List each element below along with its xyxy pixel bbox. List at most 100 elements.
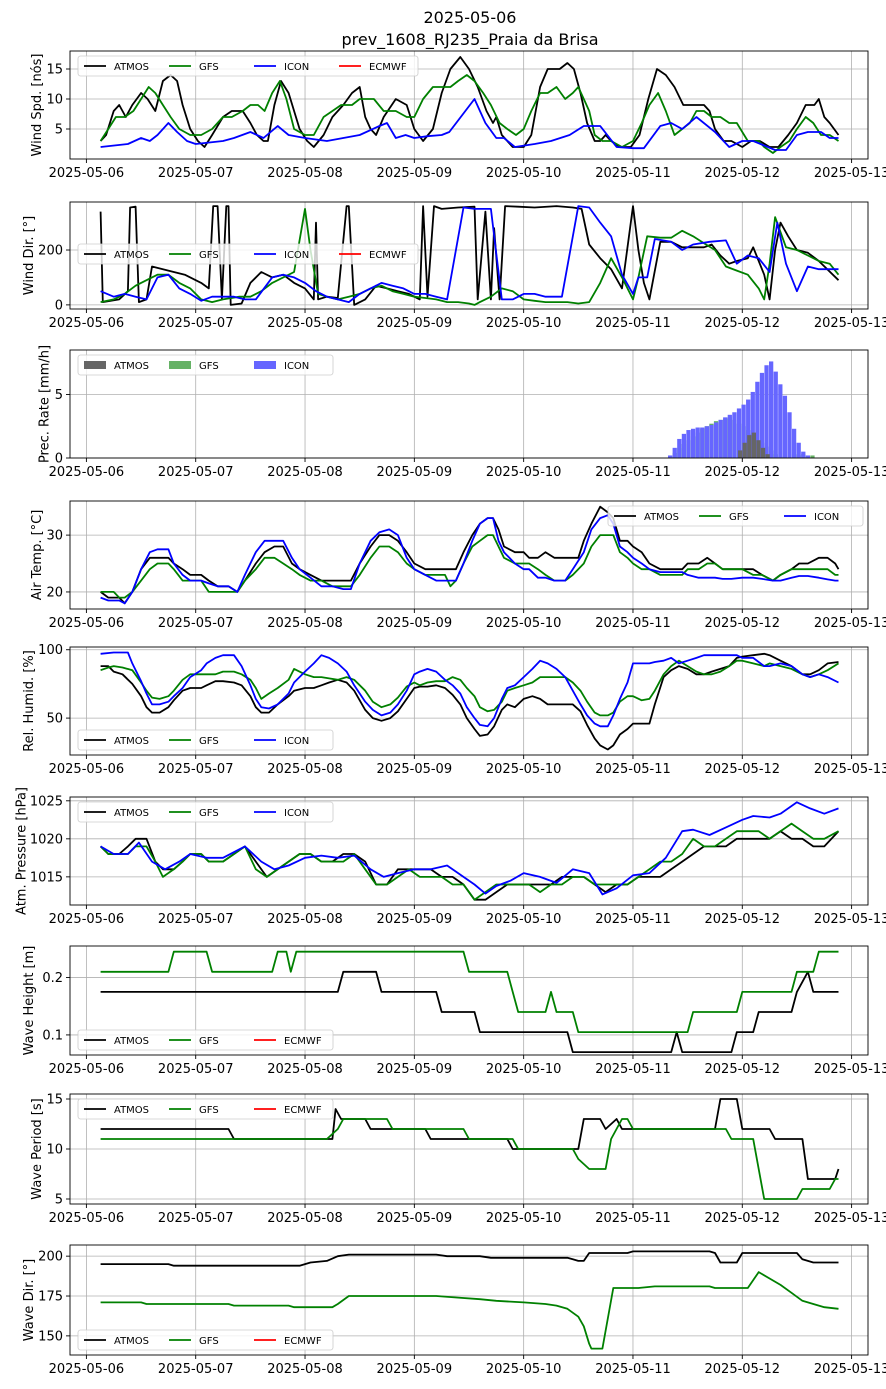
bar-atmos: [751, 432, 757, 458]
x-tick-label: 2025-05-08: [267, 1362, 343, 1377]
legend-swatch-icon: [254, 361, 276, 369]
x-tick-label: 2025-05-08: [267, 616, 343, 631]
x-tick-label: 2025-05-10: [486, 316, 562, 331]
x-tick-label: 2025-05-07: [158, 166, 234, 181]
x-tick-label: 2025-05-10: [486, 1062, 562, 1077]
x-tick-label: 2025-05-11: [595, 166, 671, 181]
legend-label-gfs: GFS: [199, 736, 219, 747]
x-tick-label: 2025-05-09: [377, 912, 453, 927]
bar-icon: [741, 404, 746, 458]
bar-icon: [787, 412, 792, 458]
x-tick-label: 2025-05-10: [486, 616, 562, 631]
legend-label-gfs: GFS: [199, 1336, 219, 1347]
y-axis-label: Atm. Pressure [hPa]: [15, 787, 30, 915]
bar-atmos: [747, 435, 752, 458]
x-tick-label: 2025-05-12: [705, 1362, 781, 1377]
legend-label-gfs: GFS: [729, 512, 749, 523]
legend-label-gfs: GFS: [199, 808, 219, 819]
series-line-atmos: [100, 652, 839, 751]
x-tick-label: 2025-05-08: [267, 316, 343, 331]
x-tick-label: 2025-05-08: [267, 166, 343, 181]
legend-label-icon: ICON: [284, 736, 309, 747]
legend-label-gfs: GFS: [199, 62, 219, 73]
x-tick-label: 2025-05-11: [595, 912, 671, 927]
panel-prec_rate: 2025-05-06 2025-05-07 2025-05-08 2025-05-09…: [37, 345, 886, 480]
x-tick-label: 2025-05-11: [595, 1362, 671, 1377]
y-tick-label: 1020: [30, 832, 63, 847]
x-tick-label: 2025-05-06: [49, 1062, 125, 1077]
x-tick-label: 2025-05-09: [377, 1211, 453, 1226]
x-tick-label: 2025-05-07: [158, 1062, 234, 1077]
bar-icon: [690, 428, 696, 458]
x-tick-label: 2025-05-07: [158, 465, 234, 480]
x-tick-label: 2025-05-08: [267, 1211, 343, 1226]
plot-area: [99, 56, 840, 154]
legend-label-gfs: GFS: [199, 361, 219, 372]
y-axis-label: Wind Dir. [°]: [22, 216, 37, 296]
bar-icon: [718, 419, 723, 458]
legend: ATMOS GFS ECMWF: [77, 1029, 334, 1051]
y-tick-label: 10: [46, 1143, 63, 1158]
x-tick-label: 2025-05-09: [377, 166, 453, 181]
y-tick-label: 175: [38, 1290, 63, 1305]
x-tick-label: 2025-05-06: [49, 616, 125, 631]
plot-frame: [69, 1244, 869, 1356]
bar-icon: [769, 361, 774, 458]
x-tick-label: 2025-05-10: [486, 166, 562, 181]
bar-icon: [668, 455, 673, 458]
series-line-icon: [100, 205, 839, 303]
bar-icon: [801, 451, 806, 458]
legend-label-gfs: GFS: [199, 1105, 219, 1116]
x-tick-label: 2025-05-11: [595, 465, 671, 480]
x-tick-label: 2025-05-11: [595, 1211, 671, 1226]
legend-box: [77, 243, 419, 265]
bar-gfs: [810, 455, 815, 458]
legend: ATMOS GFS ICON: [77, 801, 334, 823]
x-tick-label: 2025-05-11: [595, 316, 671, 331]
legend-swatch-gfs: [169, 361, 191, 369]
y-tick-label: 0: [55, 298, 63, 313]
y-axis-label: Wind Spd. [nós]: [30, 54, 45, 157]
bar-icon: [773, 371, 778, 458]
bar-atmos: [742, 442, 747, 458]
x-tick-label: 2025-05-13: [814, 316, 886, 331]
x-tick-label: 2025-05-13: [814, 912, 886, 927]
legend-box: [77, 801, 334, 823]
x-tick-label: 2025-05-09: [377, 1362, 453, 1377]
x-tick-label: 2025-05-13: [814, 1211, 886, 1226]
y-tick-label: 15: [46, 1093, 63, 1108]
plot-area: [99, 801, 840, 901]
y-tick-label: 200: [38, 1250, 63, 1265]
x-tick-label: 2025-05-06: [49, 1362, 125, 1377]
legend-label-gfs: GFS: [199, 1036, 219, 1047]
x-tick-label: 2025-05-06: [49, 465, 125, 480]
legend: ATMOS GFS ICON ECMWF: [77, 243, 419, 265]
y-tick-label: 10: [46, 93, 63, 108]
y-axis-label: Wave Height [m]: [22, 946, 37, 1056]
y-tick-label: 30: [46, 529, 63, 544]
bar-icon: [746, 399, 751, 458]
x-tick-label: 2025-05-07: [158, 1211, 234, 1226]
series-line-icon: [100, 514, 839, 605]
x-tick-label: 2025-05-09: [377, 616, 453, 631]
x-tick-label: 2025-05-12: [705, 316, 781, 331]
legend-box: [77, 55, 419, 77]
plot-frame: [69, 201, 869, 310]
x-tick-label: 2025-05-08: [267, 762, 343, 777]
series-line-atmos: [100, 1098, 840, 1180]
x-tick-label: 2025-05-13: [814, 166, 886, 181]
series-line-icon: [100, 98, 839, 151]
bar-icon: [672, 447, 677, 458]
y-tick-label: 0.2: [42, 971, 63, 986]
x-tick-label: 2025-05-12: [705, 166, 781, 181]
plot-frame: [69, 50, 869, 160]
bar-icon: [713, 422, 719, 458]
x-tick-label: 2025-05-11: [595, 1062, 671, 1077]
series-line-atmos: [99, 830, 840, 901]
series-line-icon: [100, 801, 839, 896]
legend-label-ecmwf: ECMWF: [284, 1336, 322, 1347]
series-line-gfs: [99, 74, 840, 154]
legend-label-ecmwf: ECMWF: [284, 1105, 322, 1116]
legend-box: [77, 354, 334, 376]
